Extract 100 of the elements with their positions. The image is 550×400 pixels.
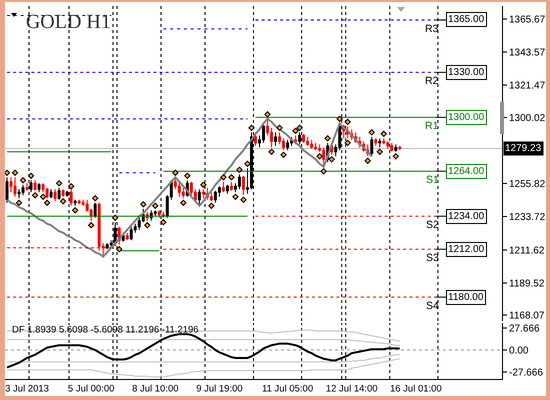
chart-title: GOLD H1 (26, 10, 111, 33)
point (316, 153, 323, 160)
point (72, 207, 78, 214)
candlestick (202, 188, 205, 199)
point (180, 200, 186, 206)
series-label: S3 (426, 252, 440, 264)
y-tick-label: 1233.72 (509, 212, 546, 224)
candlestick (106, 242, 109, 250)
point (232, 194, 239, 200)
point (20, 177, 26, 184)
point (296, 124, 303, 131)
series-label: R2 (425, 75, 439, 87)
candlestick (390, 142, 394, 152)
candlestick (54, 188, 57, 202)
candlestick (26, 182, 29, 192)
candlestick (178, 181, 181, 198)
point (364, 158, 371, 164)
point (5, 170, 10, 176)
x-tick-label: 5 Jul 00:00 (68, 383, 114, 394)
point (208, 202, 215, 209)
point (324, 135, 331, 142)
point (380, 130, 387, 137)
point (240, 196, 247, 203)
x-tick-label: 8 Jul 10:00 (132, 383, 179, 394)
candlestick (306, 136, 310, 146)
point (264, 111, 271, 118)
candlestick (62, 188, 65, 198)
x-tick-label: 9 Jul 19:00 (196, 383, 243, 394)
point (220, 174, 227, 180)
point (368, 129, 375, 136)
point (292, 128, 299, 134)
candlestick (182, 187, 185, 199)
candlestick (242, 175, 245, 196)
x-tick-label: 16 Jul 01:00 (390, 383, 442, 394)
x-tick-label: 3 Jul 2013 (5, 383, 49, 394)
data-label: 1300.00 (448, 112, 485, 123)
candlestick (14, 176, 16, 198)
data-label: 1234.00 (448, 211, 485, 222)
y-tick-label: 1365.67 (509, 14, 546, 26)
data-label: 1212.00 (448, 244, 485, 255)
point (40, 194, 46, 200)
candlestick (10, 176, 12, 193)
point (248, 124, 255, 131)
candlestick (226, 184, 229, 194)
candlestick (310, 139, 314, 150)
point (12, 170, 18, 176)
y-tick-label: 1255.82 (509, 179, 546, 190)
data-label: 1330.00 (448, 67, 485, 78)
candlestick (38, 182, 41, 193)
candlestick (274, 132, 278, 146)
point (60, 198, 66, 204)
point (140, 201, 146, 208)
point (184, 172, 190, 179)
point (392, 153, 399, 160)
data-label: 1365.00 (448, 14, 485, 25)
y-tick-label: 1300.02 (509, 112, 546, 124)
point (344, 140, 351, 146)
point (28, 172, 34, 179)
point (92, 195, 98, 202)
candlestick (78, 199, 81, 205)
candlestick (126, 232, 129, 241)
y-tick-label: -27.666 (509, 367, 544, 378)
candlestick (46, 187, 49, 199)
series-label: S4 (426, 300, 440, 312)
point (236, 166, 243, 173)
point (68, 183, 74, 190)
line-series (6, 358, 400, 378)
candlestick (262, 124, 265, 144)
y-tick-label: 0.00 (509, 346, 529, 357)
candlestick (374, 138, 378, 146)
y-tick-label: 1189.52 (509, 278, 545, 290)
point (56, 180, 62, 186)
candlestick (386, 140, 390, 150)
point (320, 168, 327, 174)
candlestick (230, 181, 233, 192)
point (336, 116, 343, 122)
point (16, 200, 22, 206)
candlestick (34, 180, 37, 192)
y-tick-label: 1343.57 (509, 48, 546, 59)
x-tick-label: 12 Jul 14:00 (326, 383, 378, 394)
y-tick-label: 27.666 (509, 324, 540, 335)
data-label: 1264.00 (448, 166, 485, 177)
point (228, 174, 235, 180)
point (200, 182, 206, 188)
point (244, 160, 251, 167)
point (144, 222, 150, 228)
series-label: S1 (426, 174, 440, 186)
line-series (6, 354, 400, 362)
candlestick (398, 145, 402, 151)
point (268, 148, 275, 155)
candlestick (302, 133, 306, 144)
ref-line-label: 1279.23 (505, 143, 542, 154)
chart-title: DF 1.8939 5.6098 -5.6098 11.2196 -11.2196 (12, 324, 199, 336)
point (112, 214, 118, 221)
point (344, 118, 351, 125)
y-tick-label: 1211.62 (509, 245, 545, 256)
point (44, 200, 50, 206)
x-tick-label: 11 Jul 05:00 (262, 383, 314, 394)
point (32, 192, 38, 198)
candlestick (214, 190, 217, 204)
